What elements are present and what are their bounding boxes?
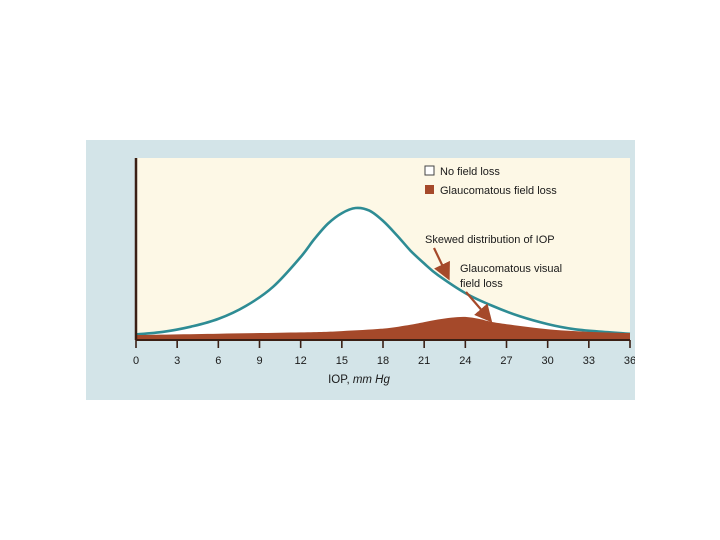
no-field-loss-area [136, 207, 630, 337]
x-tick-label: 15 [336, 355, 348, 367]
legend: No field loss Glaucomatous field loss [424, 165, 557, 197]
iop-distribution-chart: 0 3 6 9 12 15 18 21 24 27 30 33 36 No field loss Gla… [133, 158, 635, 386]
x-tick-label: 33 [583, 355, 595, 367]
legend-swatch-glaucomatous-field-loss [425, 185, 434, 194]
x-tick-label: 6 [215, 355, 221, 367]
annotation-arrow-skewed [433, 247, 450, 281]
legend-swatch-no-field-loss [424, 165, 435, 176]
x-tick-label: 27 [500, 355, 512, 367]
x-axis-title: IOP, mm Hg [328, 374, 390, 386]
legend-label-glaucomatous-field-loss: Glaucomatous field loss [440, 185, 557, 197]
glaucomatous-field-loss-area [136, 316, 630, 340]
x-tick-label: 24 [459, 355, 471, 367]
x-tick-label: 3 [174, 355, 180, 367]
legend-label-no-field-loss: No field loss [440, 166, 500, 178]
x-tick-label: 12 [295, 355, 307, 367]
x-axis: 0 3 6 9 12 15 18 21 24 27 30 33 36 [133, 339, 635, 367]
x-tick-label: 9 [256, 355, 262, 367]
x-tick-label: 36 [624, 355, 635, 367]
x-tick-label: 0 [133, 355, 139, 367]
annotation-glaucomatous-visual-line2: field loss [460, 278, 503, 290]
x-tick-label: 21 [418, 355, 430, 367]
no-field-loss-curve [135, 206, 631, 336]
annotation-skewed-distribution: Skewed distribution of IOP [425, 234, 555, 246]
chart-figure: 0 3 6 9 12 15 18 21 24 27 30 33 36 No field loss Gla… [86, 140, 635, 400]
annotation-glaucomatous-visual-line1: Glaucomatous visual [460, 263, 562, 275]
x-tick-label: 18 [377, 355, 389, 367]
annotation-arrow-glaucomatous [465, 291, 493, 323]
x-tick-label: 30 [542, 355, 554, 367]
